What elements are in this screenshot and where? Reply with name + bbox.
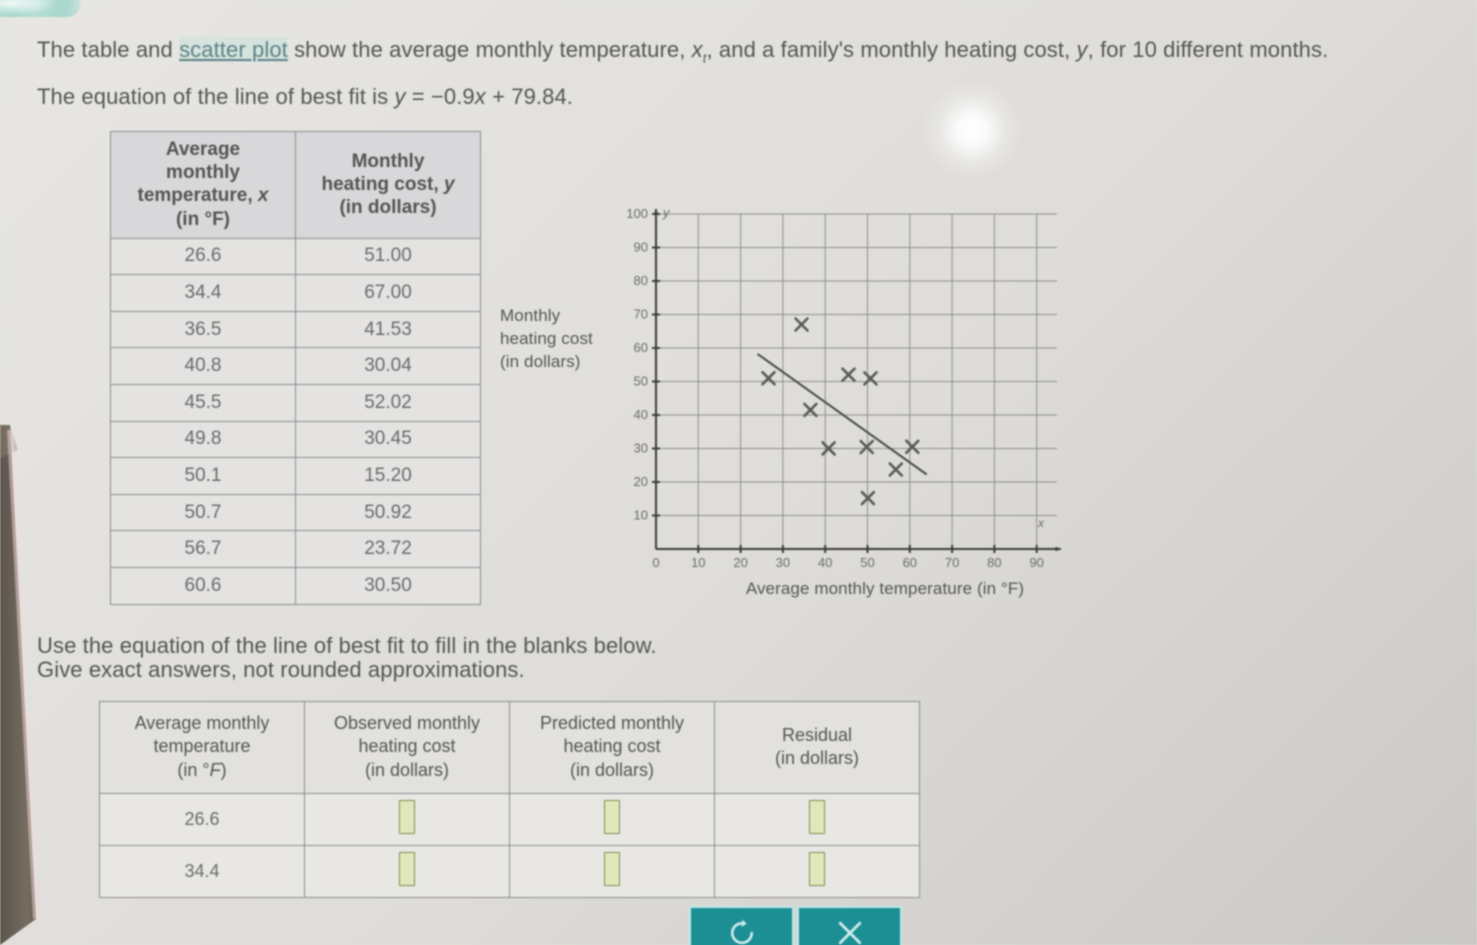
svg-text:10: 10 (691, 555, 705, 570)
svg-text:70: 70 (945, 555, 959, 570)
svg-text:100: 100 (626, 206, 648, 221)
svg-text:80: 80 (987, 555, 1001, 570)
svg-text:90: 90 (1029, 555, 1043, 570)
svg-text:20: 20 (733, 555, 747, 570)
svg-text:50: 50 (860, 555, 874, 570)
svg-text:10: 10 (634, 508, 648, 523)
svg-text:60: 60 (903, 555, 917, 570)
svg-text:y: y (662, 205, 671, 220)
svg-text:70: 70 (634, 307, 648, 322)
svg-text:30: 30 (634, 441, 648, 456)
svg-text:x: x (1037, 516, 1045, 530)
svg-text:40: 40 (818, 555, 832, 570)
svg-text:90: 90 (634, 240, 648, 255)
svg-text:80: 80 (634, 273, 648, 288)
svg-text:40: 40 (634, 407, 648, 422)
svg-text:50: 50 (634, 374, 648, 389)
svg-text:20: 20 (634, 474, 648, 489)
svg-text:0: 0 (652, 555, 659, 570)
svg-text:30: 30 (776, 555, 790, 570)
svg-text:60: 60 (634, 340, 648, 355)
